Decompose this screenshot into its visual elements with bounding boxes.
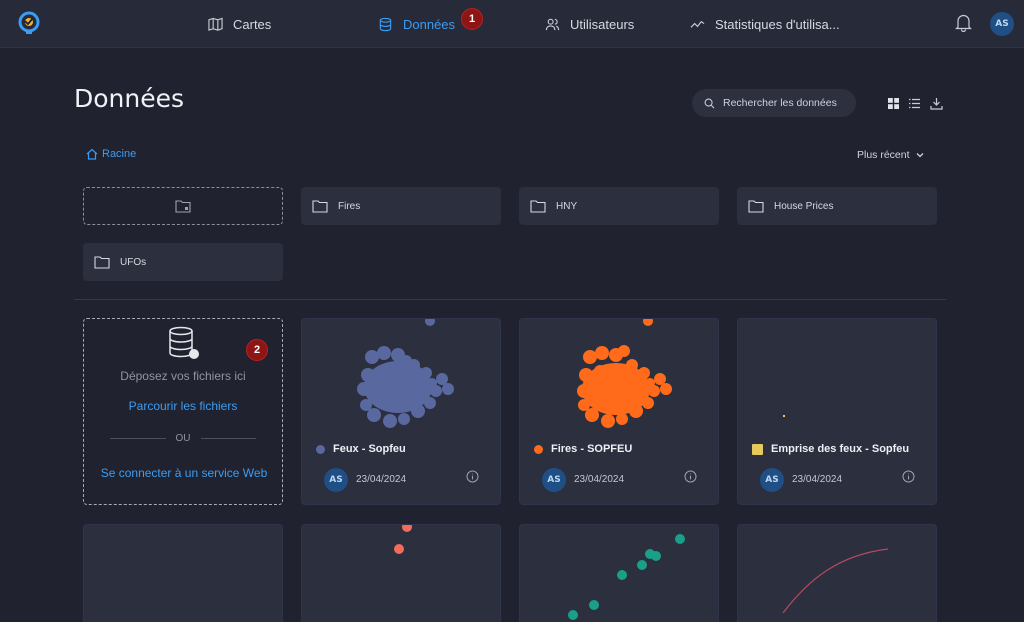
bell-icon[interactable]	[955, 14, 972, 32]
owner-avatar: AS	[760, 468, 784, 492]
dataset-title: Feux - Sopfeu	[316, 443, 406, 455]
sort-label: Plus récent	[857, 149, 910, 161]
map-icon	[208, 17, 223, 31]
folder-fires[interactable]: Fires	[301, 187, 501, 225]
dataset-date: 23/04/2024	[792, 474, 843, 485]
dataset-date: 23/04/2024	[574, 474, 625, 485]
folder-label: House Prices	[774, 200, 834, 212]
folder-label: UFOs	[120, 256, 147, 268]
search-icon	[704, 98, 715, 108]
dataset-title: Fires - SOPFEU	[534, 443, 632, 455]
list-view-icon[interactable]	[908, 97, 921, 110]
layer-color-dot	[534, 444, 543, 454]
folder-icon	[312, 200, 328, 213]
dataset-title: Emprise des feux - Sopfeu	[752, 443, 909, 455]
drop-text: Déposez vos fichiers ici	[120, 369, 246, 383]
top-navbar: Cartes Données Utilisateurs Statistiques…	[0, 0, 1024, 48]
nav-donnees[interactable]: Données	[378, 14, 455, 34]
dataset-card-fires-sopfeu[interactable]: Fires - SOPFEU AS 23/04/2024	[519, 318, 719, 505]
breadcrumb[interactable]: Racine	[86, 148, 136, 160]
dataset-card[interactable]	[301, 524, 501, 622]
dataset-title-text: Emprise des feux - Sopfeu	[771, 443, 910, 455]
page-title: Données	[74, 84, 185, 113]
folder-house-prices[interactable]: House Prices	[737, 187, 937, 225]
nav-cartes[interactable]: Cartes	[208, 14, 271, 34]
nav-utilisateurs[interactable]: Utilisateurs	[545, 14, 634, 34]
nav-utilisateurs-label: Utilisateurs	[570, 16, 635, 32]
folder-ufos[interactable]: UFOs	[83, 243, 283, 281]
nav-statistiques[interactable]: Statistiques d'utilisa...	[690, 14, 840, 34]
folder-icon	[748, 200, 764, 213]
database-icon	[379, 17, 392, 31]
nav-statistiques-label: Statistiques d'utilisa...	[715, 16, 840, 32]
or-separator: OU	[110, 433, 256, 444]
folder-label: HNY	[556, 200, 578, 212]
connect-web-service-link[interactable]: Se connecter à un service Web	[100, 466, 268, 480]
file-dropzone[interactable]: Déposez vos fichiers ici Parcourir les f…	[83, 318, 283, 505]
new-folder-button[interactable]	[83, 187, 283, 225]
folder-icon	[94, 256, 110, 269]
nav-donnees-label: Données	[403, 16, 456, 32]
scatter-preview	[394, 525, 412, 554]
layer-color-square	[752, 443, 763, 455]
logo-icon[interactable]	[16, 10, 42, 36]
step-badge-2: 2	[246, 339, 268, 361]
line-preview	[782, 548, 889, 614]
search-input[interactable]: Rechercher les données	[692, 89, 856, 117]
polygon-preview	[783, 415, 785, 417]
info-icon[interactable]	[902, 470, 915, 483]
dataset-card[interactable]	[83, 524, 283, 622]
owner-avatar: AS	[542, 468, 566, 492]
dataset-card[interactable]	[519, 524, 719, 622]
nav-cartes-label: Cartes	[233, 16, 272, 32]
grid-view-icon[interactable]	[887, 97, 900, 110]
search-placeholder: Rechercher les données	[723, 97, 837, 109]
dataset-date: 23/04/2024	[356, 474, 407, 485]
dataset-title-text: Feux - Sopfeu	[333, 443, 406, 455]
folder-icon	[530, 200, 546, 213]
scatter-preview	[568, 534, 685, 620]
layer-color-dot	[316, 444, 325, 454]
scatter-preview	[577, 319, 672, 428]
section-divider	[74, 299, 946, 300]
chevron-down-icon	[916, 153, 923, 158]
chart-line-icon	[690, 20, 705, 28]
dataset-card-feux-sopfeu[interactable]: Feux - Sopfeu AS 23/04/2024	[301, 318, 501, 505]
info-icon[interactable]	[466, 470, 479, 483]
folder-label: Fires	[338, 200, 361, 212]
user-avatar[interactable]: AS	[990, 12, 1014, 36]
step-badge-1: 1	[461, 8, 483, 30]
dataset-title-text: Fires - SOPFEU	[551, 443, 633, 455]
separator-line	[110, 438, 166, 439]
home-icon	[86, 148, 98, 160]
dataset-card-emprise-des-feux[interactable]: Emprise des feux - Sopfeu AS 23/04/2024	[737, 318, 937, 505]
map-preview	[84, 525, 283, 622]
separator-line	[200, 438, 256, 439]
or-label: OU	[175, 433, 191, 444]
folder-hny[interactable]: HNY	[519, 187, 719, 225]
browse-files-link[interactable]: Parcourir les fichiers	[128, 399, 238, 413]
folder-plus-icon	[175, 200, 191, 213]
download-icon[interactable]	[930, 97, 943, 110]
scatter-preview	[357, 319, 454, 428]
sort-dropdown[interactable]: Plus récent	[857, 149, 924, 161]
users-icon	[545, 18, 560, 30]
breadcrumb-root: Racine	[102, 148, 137, 160]
database-upload-icon	[169, 326, 199, 359]
owner-avatar: AS	[324, 468, 348, 492]
dataset-card[interactable]	[737, 524, 937, 622]
info-icon[interactable]	[684, 470, 697, 483]
